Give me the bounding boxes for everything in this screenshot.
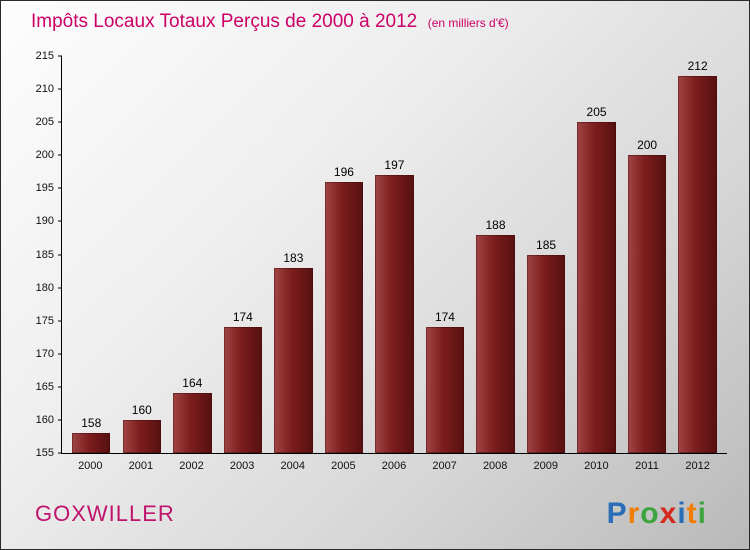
bar-slot-2008: 188 [470,56,521,453]
bar-slot-2001: 160 [117,56,168,453]
y-tick-mark [58,452,62,454]
x-tick-label-2012: 2012 [685,460,710,472]
proxiti-logo: Proxiti [607,497,707,531]
y-tick-label: 160 [35,413,54,426]
bars-container: 158 160 164 174 183 196 197 174 188 185 205 200 212 [62,56,727,453]
y-tick-mark [58,121,62,123]
bar-2009: 185 [526,238,566,453]
x-tick-label-2007: 2007 [432,460,457,472]
y-tick-mark [58,386,62,388]
bar-value-label: 158 [81,416,102,431]
bar-slot-2000: 158 [66,56,117,453]
place-name: GOXWILLER [35,501,175,526]
x-tick-label-2006: 2006 [381,460,407,472]
x-tick-label-2000: 2000 [78,460,103,472]
y-tick-label: 155 [35,447,54,459]
y-tick-label: 180 [35,281,54,294]
x-tick-label-2003: 2003 [229,460,255,472]
bar-value-label: 205 [586,105,607,120]
y-tick-mark [58,287,62,289]
y-tick-mark [58,55,62,57]
y-tick-label: 205 [35,116,54,129]
x-tick-label-2005: 2005 [331,460,356,472]
bar-2007: 174 [425,310,465,453]
bar-value-label: 188 [485,217,506,232]
x-tick-label-2004: 2004 [280,460,305,472]
bar-slot-2009: 185 [521,56,572,453]
bar-value-label: 212 [687,58,708,73]
bar-2001: 160 [122,403,161,453]
bar-value-label: 160 [131,402,152,417]
logo-letter: P [606,497,628,530]
bar-slot-2005: 196 [319,56,370,453]
y-tick-mark [58,320,62,322]
y-tick-mark [58,88,62,90]
y-tick-mark [58,154,62,156]
logo-letter: i [677,497,687,530]
bar-2008: 188 [476,218,515,453]
logo-letter: r [627,497,641,530]
bar-slot-2006: 197 [369,56,420,453]
y-tick-label: 170 [35,347,54,360]
x-tick-label-2009: 2009 [533,460,559,472]
bar-value-label: 197 [384,158,405,173]
chart-subtitle: (en milliers d'€) [427,16,509,30]
y-tick-label: 165 [35,380,54,393]
bar-slot-2011: 200 [622,56,673,453]
logo-letter: i [697,497,707,530]
bar-2012: 212 [678,59,717,453]
plot-area: 158 160 164 174 183 196 197 174 188 185 205 200 212 … [36,50,727,459]
y-tick-label: 190 [35,215,54,228]
bar-slot-2012: 212 [672,56,723,453]
bar-slot-2007: 174 [420,56,471,453]
bar-2000: 158 [72,416,111,453]
y-tick-mark [58,353,62,355]
logo-letter: o [640,497,660,530]
bar-slot-2004: 183 [268,56,319,453]
y-tick-mark [58,419,62,421]
y-tick-label: 200 [35,149,54,162]
bar-2006: 197 [375,158,414,453]
bar-2002: 164 [173,376,212,453]
y-tick-mark [58,254,62,255]
y-tick-label: 215 [35,50,54,62]
bar-slot-2010: 205 [571,56,622,453]
bar-value-label: 200 [637,138,658,153]
bar-value-label: 183 [283,250,304,265]
logo-letter: t [686,497,698,530]
bar-2011: 200 [627,138,667,453]
chart-title: Impôts Locaux Totaux Perçus de 2000 à 20… [31,11,418,32]
bar-2010: 205 [577,105,616,453]
x-tick-label-2002: 2002 [179,460,204,472]
bar-value-label: 196 [333,164,354,179]
bar-slot-2002: 164 [167,56,218,453]
logo-letter: x [659,497,678,530]
y-tick-label: 210 [35,83,54,96]
chart-header: Impôts Locaux Totaux Perçus de 2000 à 20… [31,11,509,33]
bar-value-label: 174 [434,310,455,325]
x-tick-label-2001: 2001 [128,460,154,472]
bar-2005: 196 [324,165,364,453]
y-tick-mark [58,187,62,189]
y-tick-label: 175 [35,314,54,327]
bar-slot-2003: 174 [218,56,269,453]
bar-value-label: 164 [182,376,203,391]
x-axis-labels: 2000 2001 2002 2003 2004 2005 2006 2007 2008 2009… [61,460,727,472]
bar-value-label: 185 [536,237,557,252]
x-tick-label-2010: 2010 [584,460,609,472]
bar-2004: 183 [274,251,313,453]
x-tick-label-2011: 2011 [635,460,659,472]
bar-value-label: 174 [232,310,253,325]
y-tick-mark [58,220,62,222]
bar-2003: 174 [223,310,263,453]
x-tick-label-2008: 2008 [482,460,508,472]
y-tick-label: 185 [35,248,54,261]
y-tick-label: 195 [35,182,54,195]
